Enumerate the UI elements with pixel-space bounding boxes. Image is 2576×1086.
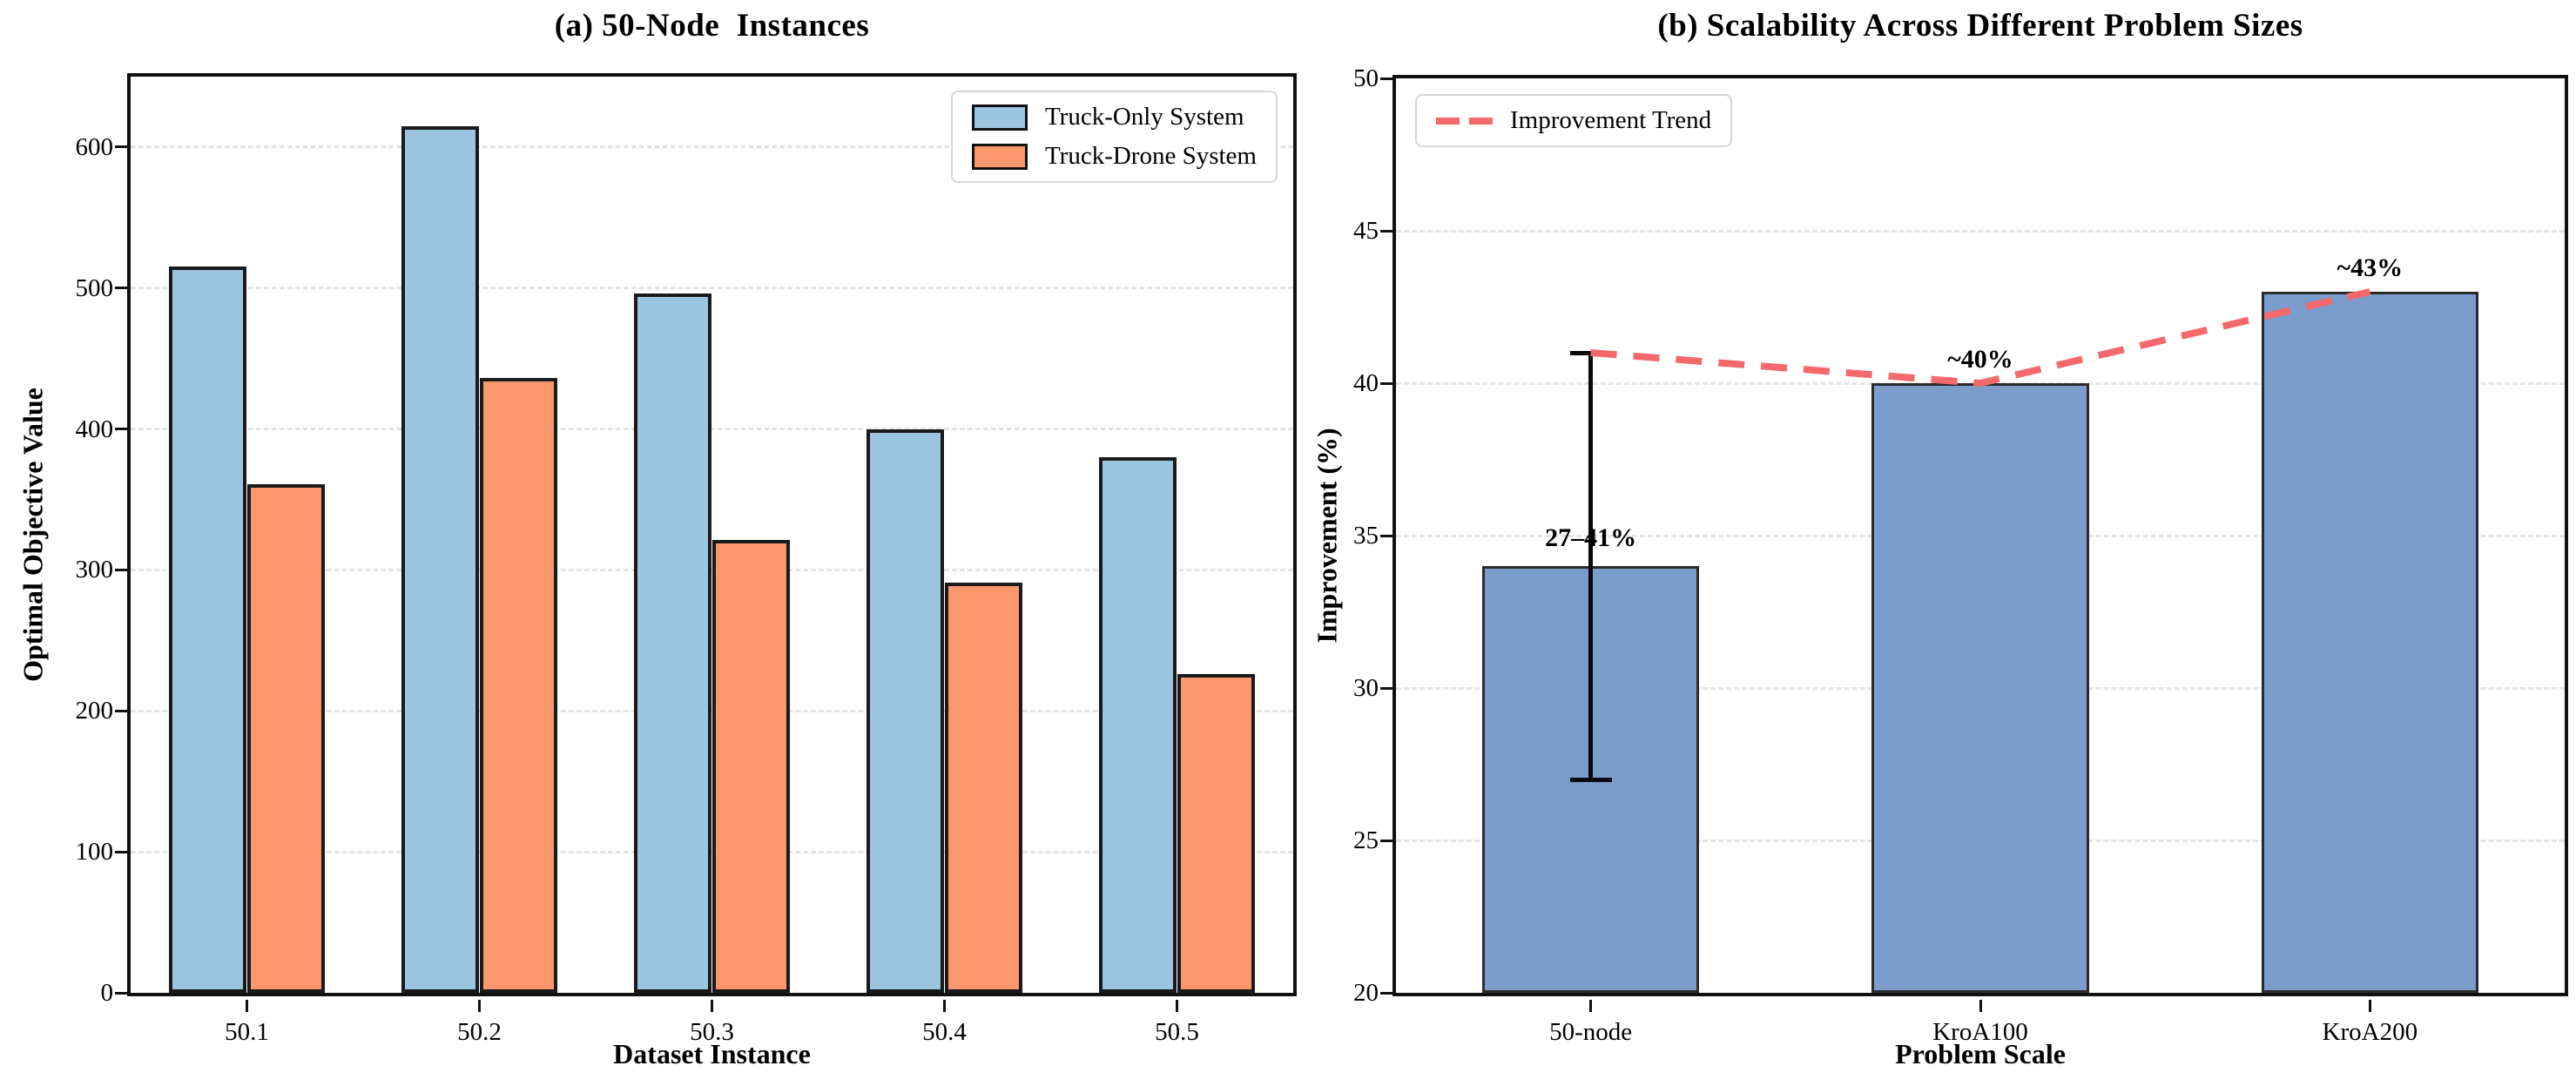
y-tick-label: 600 <box>75 132 114 161</box>
x-tick-mark <box>711 1000 713 1012</box>
dashed-line-icon <box>1436 117 1493 125</box>
y-tick-label: 45 <box>1353 217 1379 245</box>
error-bar-cap-bottom <box>1569 777 1612 782</box>
legend: Improvement Trend <box>1415 94 1733 147</box>
y-tick-mark <box>115 568 127 571</box>
y-tick-label: 40 <box>1353 369 1379 397</box>
legend-item-improvement-trend: Improvement Trend <box>1436 106 1711 135</box>
y-tick-mark <box>115 145 127 149</box>
x-tick-mark <box>943 1000 946 1012</box>
chart-b-x-axis-label: Problem Scale <box>1895 1038 2066 1069</box>
chart-b-plot-area: 20 25 30 35 40 45 50 50-node KroA100 KroA200 27–41… <box>1353 64 2568 1046</box>
legend-item-truck-only-system: Truck-Only System <box>971 103 1257 132</box>
bar-truck-drone-system-50-3 <box>711 540 790 993</box>
y-tick-mark <box>115 991 127 995</box>
x-tick-label: KroA100 <box>1932 1018 2028 1046</box>
y-tick-label: 400 <box>75 415 114 443</box>
x-tick-label: 50.1 <box>225 1018 269 1046</box>
x-tick-mark <box>246 1000 248 1012</box>
chart-b-title: (b) Scalability Across Different Problem… <box>1657 8 2303 44</box>
gridline-y-500 <box>131 287 1293 290</box>
bar-truck-drone-system-50-4 <box>944 583 1022 993</box>
bar-truck-drone-system-50-2 <box>479 378 557 993</box>
y-tick-label: 200 <box>75 697 114 725</box>
legend-label: Truck-Only System <box>1044 103 1244 131</box>
y-tick-mark <box>1380 381 1393 385</box>
trend-line <box>1590 288 2371 388</box>
y-tick-label: 100 <box>75 838 114 867</box>
bar-truck-drone-system-50-5 <box>1177 674 1255 993</box>
bar-truck-only-system-50-1 <box>169 266 247 993</box>
y-tick-mark <box>1380 77 1393 80</box>
y-tick-label: 25 <box>1353 826 1379 854</box>
y-tick-mark <box>115 287 127 290</box>
y-tick-label: 35 <box>1353 522 1379 550</box>
gridline-y-400 <box>131 428 1293 431</box>
y-tick-mark <box>115 428 127 431</box>
annotation-43: ~43% <box>2337 253 2404 283</box>
y-tick-mark <box>1380 686 1393 690</box>
legend-item-truck-drone-system: Truck-Drone System <box>971 142 1257 171</box>
bar-truck-drone-system-50-1 <box>246 483 325 993</box>
y-tick-label: 300 <box>75 556 114 584</box>
x-tick-label: 50.3 <box>690 1018 734 1046</box>
y-tick-mark <box>1380 991 1393 995</box>
bar-kroa100 <box>1871 383 2089 993</box>
bar-truck-only-system-50-4 <box>867 428 945 993</box>
y-tick-label: 50 <box>1353 64 1379 92</box>
bar-truck-only-system-50-3 <box>634 293 712 993</box>
legend-label: Truck-Drone System <box>1044 142 1257 170</box>
chart-a-title: (a) 50-Node Instances <box>554 8 870 44</box>
error-bar-cap-top <box>1569 350 1612 355</box>
annotation-27-41: 27–41% <box>1545 523 1637 552</box>
x-tick-label: 50.2 <box>457 1018 502 1046</box>
error-bar-line <box>1588 353 1594 779</box>
annotation-40: ~40% <box>1947 345 2013 374</box>
y-tick-mark <box>1380 534 1393 537</box>
bar-truck-only-system-50-5 <box>1099 456 1177 993</box>
y-tick-mark <box>1380 839 1393 842</box>
x-tick-mark <box>1589 1000 1593 1012</box>
y-tick-label: 0 <box>100 979 114 1007</box>
chart-a-x-axis-label: Dataset Instance <box>613 1038 811 1069</box>
x-tick-mark <box>478 1000 481 1012</box>
x-tick-label: KroA200 <box>2322 1018 2418 1046</box>
y-tick-mark <box>1380 229 1393 233</box>
x-tick-mark <box>1979 1000 1982 1012</box>
legend: Truck-Only System Truck-Drone System <box>950 91 1278 183</box>
x-tick-mark <box>1176 1000 1178 1012</box>
y-tick-label: 500 <box>75 273 114 302</box>
x-tick-label: 50-node <box>1549 1018 1633 1046</box>
y-tick-mark <box>115 850 127 853</box>
x-tick-mark <box>2368 1000 2371 1012</box>
legend-label: Improvement Trend <box>1510 106 1712 134</box>
y-tick-mark <box>115 709 127 712</box>
legend-swatch-icon <box>971 143 1028 170</box>
bar-truck-only-system-50-2 <box>401 125 480 993</box>
y-tick-label: 30 <box>1353 674 1379 702</box>
bar-kroa200 <box>2261 292 2479 993</box>
chart-a-plot-area: 0 100 200 300 400 500 600 50.1 50.2 50.3 50.4 50.5 T… <box>76 73 1297 1046</box>
x-tick-label: 50.5 <box>1155 1018 1199 1046</box>
gridline-y-45 <box>1396 229 2565 233</box>
gridline-y-600 <box>131 145 1293 149</box>
legend-swatch-icon <box>971 104 1028 131</box>
y-tick-label: 20 <box>1353 979 1379 1007</box>
x-tick-label: 50.4 <box>922 1018 967 1046</box>
